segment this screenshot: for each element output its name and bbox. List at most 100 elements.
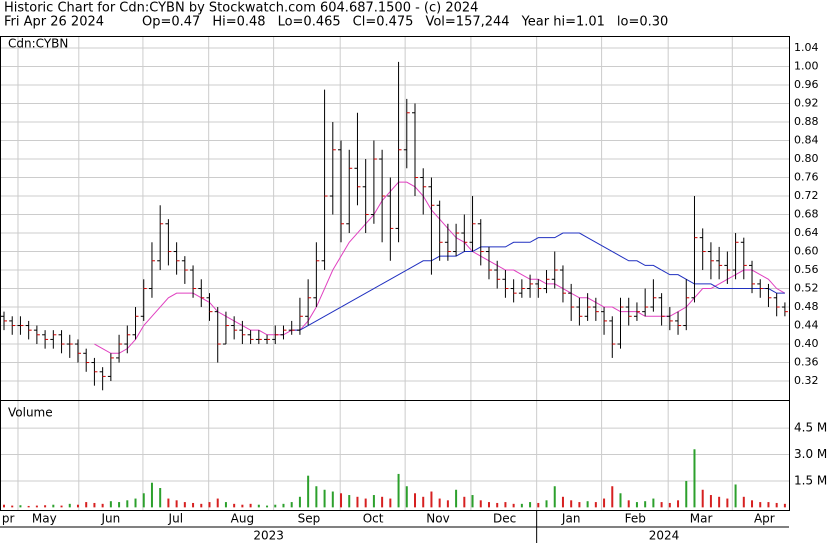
volume-bar [323,489,326,508]
volume-bar [224,502,227,508]
volume-bar [389,498,392,508]
y-tick-label: 0.48 [794,300,819,313]
y-tick-label: 0.96 [794,78,819,91]
volume-bar [635,502,638,508]
header-stat: Lo=0.465 [278,15,341,30]
volume-bar [627,500,630,508]
volume-bar [644,501,647,508]
y-tick-label: 0.64 [794,226,819,239]
volume-bar [35,505,38,508]
y-tick-label: 0.32 [794,374,819,387]
volume-bar [709,495,712,508]
volume-bar [167,498,170,508]
x-tick-label: Sep [298,512,321,526]
x-tick-label: Mar [690,512,713,526]
volume-bar [446,500,449,508]
x-tick-label: Oct [363,512,384,526]
volume-bar [783,503,786,508]
volume-bar [529,502,532,508]
volume-bar [118,502,121,508]
volume-bar [405,486,408,508]
volume-bar [3,504,5,508]
volume-bar [397,473,400,508]
header-title: Historic Chart for Cdn:CYBN by Stockwatc… [4,1,478,16]
y-tick-label: 0.68 [794,208,819,221]
volume-bar [315,486,318,508]
volume-bar [767,502,770,508]
volume-bar [594,502,597,508]
y-tick-label: 0.36 [794,356,819,369]
header-stat: Year hi=1.01 [521,15,605,30]
volume-bar [381,496,384,508]
volume-bar [668,502,671,508]
volume-bar [578,502,581,508]
volume-bar [348,495,351,508]
volume-bar [142,493,145,508]
volume-bar [545,500,548,508]
y-tick-label: 1.00 [794,60,819,73]
header-stat: Op=0.47 [142,15,200,30]
volume-bar [652,498,655,508]
header-stat: Cl=0.475 [353,15,414,30]
volume-bar [192,502,195,508]
volume-bar [241,504,244,508]
volume-bar [677,500,680,508]
volume-bar [751,500,754,508]
volume-bar [266,505,269,508]
volume-bar [372,495,375,508]
y-tick-label: 0.80 [794,152,819,165]
volume-bar [520,503,523,508]
header-stat: lo=0.30 [617,15,668,30]
volume-bar [570,500,573,508]
volume-bar [101,503,104,508]
volume-bar [734,484,737,508]
moving-average [291,232,785,331]
volume-bar [487,502,490,508]
volume-bar [93,502,96,508]
x-tick-label: Apr [754,512,775,526]
header-stat: Hi=0.48 [212,15,265,30]
volume-bar [685,480,688,508]
header-stat: Vol=157,244 [425,15,509,30]
volume-bar [356,496,359,508]
x-tick-label: Dec [493,512,516,526]
volume-title: Volume [8,406,53,420]
volume-bar [430,491,433,508]
volume-bar [44,505,47,508]
volume-bar [718,496,721,508]
volume-bar [159,488,162,508]
symbol-label: Cdn:CYBN [8,37,68,51]
volume-bar [109,501,112,508]
volume-bar [479,500,482,508]
volume-bar [150,482,153,508]
volume-bar [586,501,589,508]
volume-bar [603,498,606,508]
volume-bar [175,500,178,508]
volume-bar [126,500,129,508]
volume-bar [775,502,778,508]
volume-bar [455,489,458,508]
year-label: 2024 [649,529,680,543]
volume-bar [414,493,416,508]
volume-bar [257,504,260,508]
volume-bar [553,486,556,508]
volume-bar [68,503,71,508]
volume-bar [290,502,293,508]
y-tick-label: 4.5 M [794,421,827,435]
volume-bar [693,449,696,508]
y-tick-label: 0.52 [794,282,819,295]
y-tick-label: 0.44 [794,319,819,332]
volume-bar [85,502,88,508]
volume-bar [619,493,622,508]
volume-bar [216,498,219,508]
volume-bar [200,503,203,508]
volume-bar [504,502,507,508]
x-tick-label: Jan [561,512,581,526]
volume-bar [19,505,22,508]
volume-bar [759,502,762,508]
volume-bar [249,503,252,508]
volume-bar [331,491,334,508]
y-tick-label: 0.40 [794,337,819,350]
